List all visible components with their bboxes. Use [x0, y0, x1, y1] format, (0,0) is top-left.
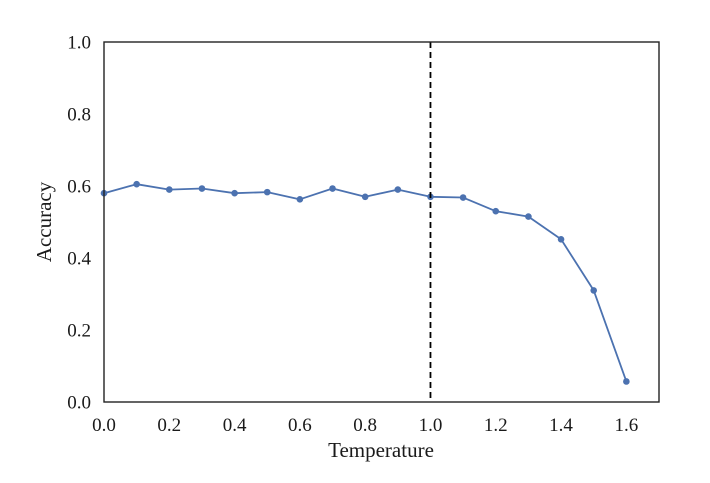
x-tick-label: 1.2 — [484, 415, 508, 436]
data-point-12 — [492, 207, 500, 215]
data-point-13 — [525, 213, 532, 220]
data-point-2 — [165, 186, 173, 193]
data-point-5 — [263, 188, 271, 196]
x-tick-label: 0.4 — [223, 415, 247, 436]
plot-frame — [103, 41, 660, 403]
data-point-14 — [557, 235, 565, 243]
data-point-6 — [296, 196, 304, 203]
y-tick-label: 0.6 — [67, 177, 91, 198]
x-tick-label: 0.8 — [353, 415, 377, 436]
data-point-3 — [198, 185, 206, 192]
data-point-16 — [623, 378, 630, 385]
data-point-1 — [133, 180, 140, 188]
y-tick-label: 0.0 — [67, 393, 91, 414]
data-point-8 — [361, 193, 369, 201]
y-tick-labels: 0.0 0.2 0.4 0.6 0.8 1.0 — [67, 33, 91, 414]
series-line-accuracy — [103, 183, 628, 382]
x-tick-label: 1.4 — [549, 415, 573, 436]
chart-marks — [100, 42, 630, 402]
data-point-9 — [394, 186, 402, 193]
x-tick-label: 1.0 — [419, 415, 443, 436]
y-tick-label: 0.4 — [67, 249, 91, 270]
x-tick-label: 0.6 — [288, 415, 312, 436]
y-tick-label: 0.2 — [67, 321, 91, 342]
x-axis-title: Temperature — [328, 438, 434, 462]
x-tick-label: 1.6 — [614, 415, 638, 436]
y-tick-label: 0.8 — [67, 105, 91, 126]
y-axis-title: Accuracy — [32, 181, 56, 262]
data-point-15 — [590, 287, 598, 294]
data-point-11 — [459, 194, 467, 201]
data-point-7 — [329, 185, 336, 192]
y-tick-label: 1.0 — [67, 33, 91, 54]
data-point-4 — [231, 189, 238, 197]
x-tick-labels: 0.0 0.2 0.4 0.6 0.8 1.0 1.2 1.4 1.6 — [92, 415, 638, 436]
x-tick-label: 0.2 — [157, 415, 181, 436]
x-tick-label: 0.0 — [92, 415, 116, 436]
